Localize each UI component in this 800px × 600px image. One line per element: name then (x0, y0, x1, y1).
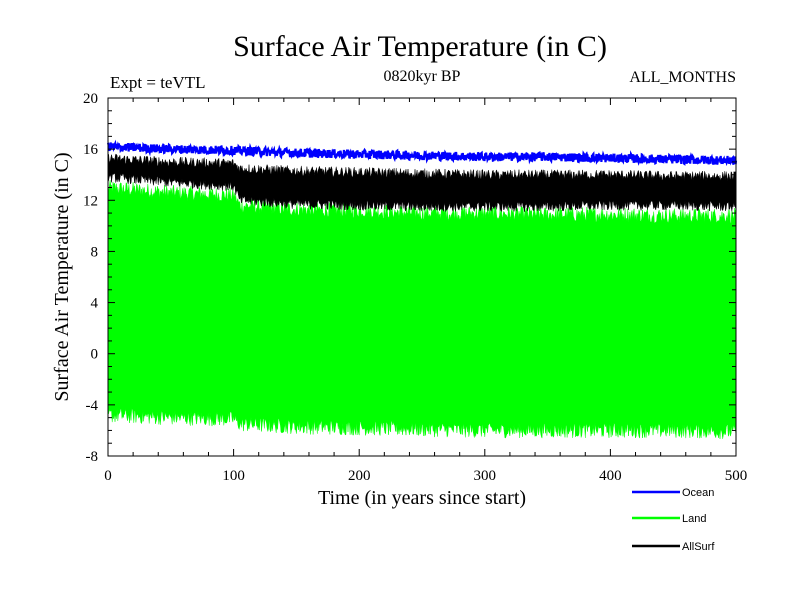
months-label: ALL_MONTHS (629, 69, 736, 86)
legend-label-land: Land (682, 513, 706, 525)
y-tick-label: 0 (91, 347, 99, 363)
series-ocean (106, 139, 738, 167)
x-tick-label: 400 (599, 468, 622, 484)
y-tick-label: 16 (83, 142, 99, 158)
experiment-label: Expt = teVTL (110, 73, 206, 92)
period-label: 0820kyr BP (384, 68, 461, 85)
x-tick-label: 300 (474, 468, 497, 484)
legend: Ocean Land AllSurf (632, 487, 715, 553)
x-tick-label: 200 (348, 468, 371, 484)
x-axis-label: Time (in years since start) (318, 487, 526, 509)
legend-label-ocean: Ocean (682, 487, 714, 499)
y-tick-label: -4 (86, 398, 99, 414)
series-land (107, 180, 737, 439)
y-axis-label: Surface Air Temperature (in C) (51, 152, 73, 401)
y-tick-label: -8 (86, 449, 99, 465)
y-tick-label: 8 (91, 244, 99, 260)
x-tick-label: 0 (104, 468, 112, 484)
y-tick-label: 4 (91, 296, 99, 312)
plot-area (106, 139, 738, 439)
x-tick-label: 100 (222, 468, 245, 484)
y-tick-label: 20 (83, 91, 98, 107)
chart-title: Surface Air Temperature (in C) (233, 30, 607, 63)
x-tick-label: 500 (725, 468, 748, 484)
y-tick-label: 12 (83, 193, 98, 209)
legend-label-allsurf: AllSurf (682, 541, 715, 553)
